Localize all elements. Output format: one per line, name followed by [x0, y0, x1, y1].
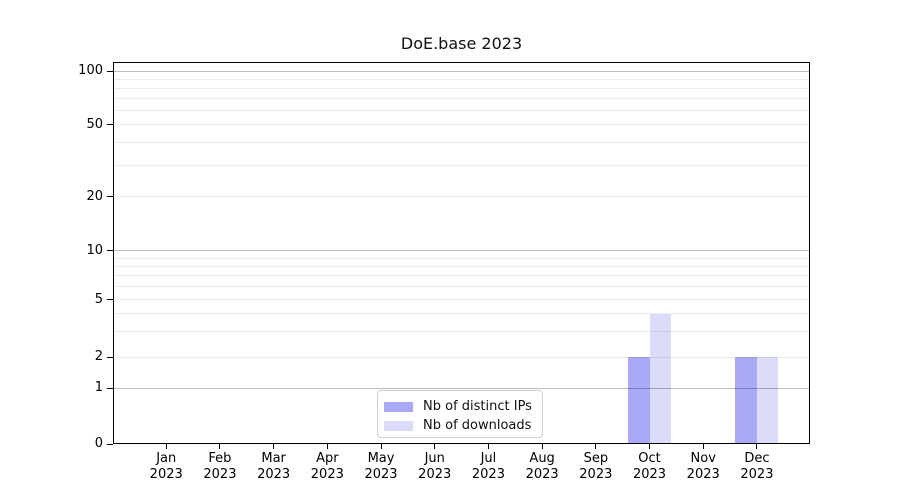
x-axis-tick-label: Dec 2023 [717, 451, 797, 483]
x-tick-mark-aug [541, 444, 543, 449]
x-tick-mark-apr [326, 444, 328, 449]
x-tick-mark-dec [756, 444, 758, 449]
x-tick-month-label: Feb [208, 451, 232, 466]
x-tick-mark-nov [702, 444, 704, 449]
x-tick-month-label: Oct [638, 451, 661, 466]
bar-downloads-oct [649, 313, 672, 443]
x-axis-tick-label: Jan 2023 [126, 451, 206, 483]
gridline-minor-4 [114, 313, 809, 315]
bar-downloads-dec [756, 357, 779, 443]
gridline-minor-60 [114, 110, 809, 112]
x-tick-year-label: 2023 [257, 467, 291, 482]
x-tick-year-label: 2023 [364, 467, 398, 482]
x-axis-tick-label: Jun 2023 [395, 451, 475, 483]
x-tick-year-label: 2023 [203, 467, 237, 482]
gridline-major-100 [114, 70, 809, 72]
x-tick-year-label: 2023 [579, 467, 613, 482]
x-tick-mark-jul [487, 444, 489, 449]
y-axis-tick-label: 50 [86, 116, 103, 132]
x-tick-year-label: 2023 [471, 467, 505, 482]
gridline-minor-3 [114, 331, 809, 333]
gridline-minor-2 [114, 356, 809, 358]
y-tick-mark-1 [107, 387, 113, 389]
gridline-minor-8 [114, 265, 809, 267]
x-tick-year-label: 2023 [418, 467, 452, 482]
x-tick-year-label: 2023 [310, 467, 344, 482]
legend-swatch-downloads [384, 420, 413, 431]
legend-label: Nb of distinct IPs [423, 399, 532, 414]
y-tick-mark-5 [107, 299, 113, 301]
y-axis-tick-label: 1 [94, 380, 103, 396]
gridline-minor-80 [114, 87, 809, 89]
x-axis-tick-label: Nov 2023 [663, 451, 743, 483]
y-tick-mark-20 [107, 196, 113, 198]
x-axis-tick-label: Feb 2023 [180, 451, 260, 483]
x-axis-tick-label: Mar 2023 [234, 451, 314, 483]
x-tick-month-label: Jan [156, 451, 177, 466]
x-tick-mark-may [380, 444, 382, 449]
x-tick-month-label: May [367, 451, 395, 466]
gridline-minor-30 [114, 164, 809, 166]
legend: Nb of distinct IPs Nb of downloads [377, 390, 543, 438]
x-axis-tick-label: Oct 2023 [610, 451, 690, 483]
y-axis-tick-label: 5 [94, 291, 103, 307]
x-tick-year-label: 2023 [525, 467, 559, 482]
gridline-minor-9 [114, 257, 809, 259]
gridline-minor-5 [114, 299, 809, 301]
x-tick-month-label: Jul [480, 451, 497, 466]
gridline-minor-7 [114, 275, 809, 277]
x-tick-month-label: Mar [261, 451, 286, 466]
x-tick-mark-oct [649, 444, 651, 449]
gridline-major-1 [114, 387, 809, 389]
x-tick-mark-jan [165, 444, 167, 449]
x-tick-month-label: Aug [529, 451, 555, 466]
gridline-minor-90 [114, 78, 809, 80]
gridline-minor-6 [114, 286, 809, 288]
x-tick-month-label: Nov [690, 451, 716, 466]
y-tick-mark-0 [107, 443, 113, 445]
gridline-minor-20 [114, 196, 809, 198]
chart-title: DoE.base 2023 [400, 34, 523, 53]
gridline-minor-70 [114, 98, 809, 100]
x-tick-year-label: 2023 [686, 467, 720, 482]
x-tick-month-label: Jun [424, 451, 445, 466]
y-tick-mark-50 [107, 124, 113, 126]
legend-item: Nb of distinct IPs [384, 397, 534, 416]
gridline-major-10 [114, 250, 809, 252]
x-tick-year-label: 2023 [632, 467, 667, 482]
legend-item: Nb of downloads [384, 416, 534, 435]
y-axis-tick-label: 100 [78, 63, 103, 78]
x-tick-mark-mar [273, 444, 275, 449]
y-axis-tick-label: 0 [94, 436, 103, 451]
x-axis-tick-label: Apr 2023 [287, 451, 367, 483]
y-axis-tick-label: 20 [86, 188, 103, 204]
bar-distinct-ips-dec [735, 357, 757, 443]
x-axis-tick-label: Jul 2023 [448, 451, 528, 483]
x-tick-year-label: 2023 [740, 467, 774, 482]
x-tick-year-label: 2023 [149, 467, 183, 482]
y-axis-tick-label: 10 [86, 242, 103, 258]
y-axis-tick-label: 2 [94, 349, 103, 365]
x-tick-month-label: Dec [744, 451, 770, 466]
x-tick-month-label: Apr [316, 451, 339, 466]
y-tick-mark-10 [107, 250, 113, 252]
bar-distinct-ips-oct [628, 357, 650, 443]
gridline-minor-40 [114, 142, 809, 144]
y-tick-mark-2 [107, 356, 113, 358]
legend-label: Nb of downloads [423, 418, 532, 433]
gridline-minor-50 [114, 124, 809, 126]
legend-swatch-distinct-ips [384, 401, 413, 412]
x-tick-month-label: Sep [583, 451, 609, 466]
x-tick-mark-jun [434, 444, 436, 449]
x-axis-tick-label: May 2023 [341, 451, 421, 483]
x-tick-mark-feb [219, 444, 221, 449]
y-tick-mark-100 [107, 70, 113, 72]
x-axis-tick-label: Sep 2023 [556, 451, 636, 483]
x-tick-mark-sep [595, 444, 597, 449]
x-axis-tick-label: Aug 2023 [502, 451, 582, 483]
